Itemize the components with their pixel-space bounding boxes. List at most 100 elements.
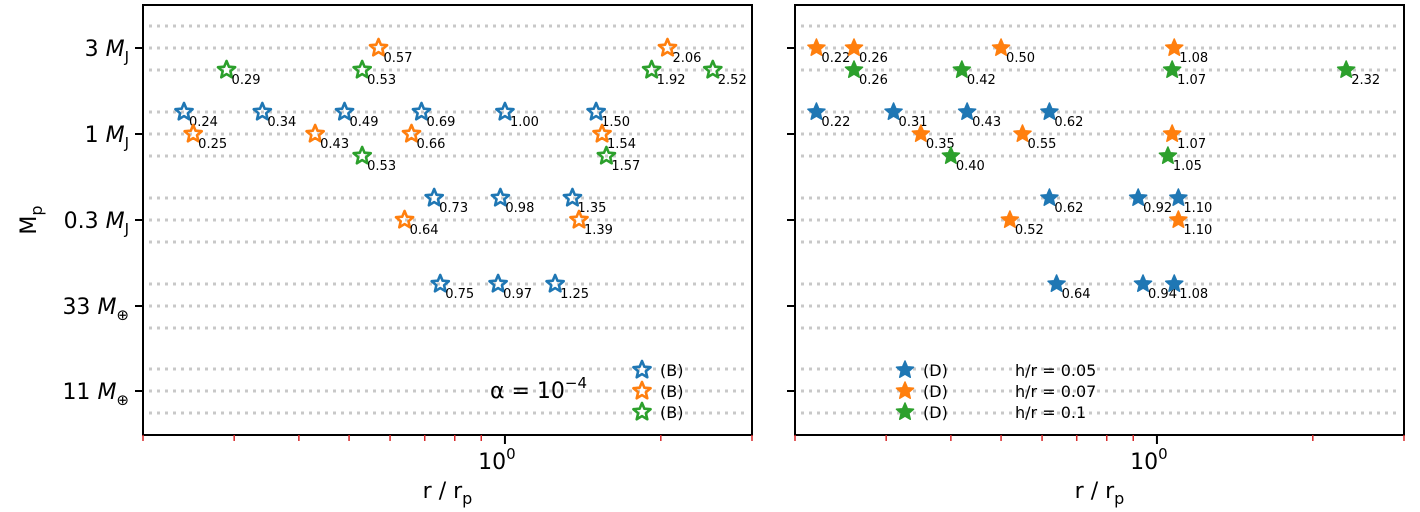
data-point-label: 0.97: [503, 287, 532, 302]
data-point-label: 0.75: [445, 287, 474, 302]
data-point-star: [596, 145, 617, 165]
x-tick-label: 100: [478, 445, 516, 475]
y-axis-label: Mp: [17, 205, 46, 234]
data-point-star: [183, 123, 204, 143]
data-point-star: [252, 101, 273, 121]
data-point-star: [562, 187, 583, 207]
data-point-label: 1.00: [510, 115, 539, 130]
data-point-star: [1000, 210, 1020, 229]
data-point-star: [592, 123, 612, 143]
data-point-star: [1162, 124, 1182, 143]
x-axis-label: r / rp: [1075, 479, 1125, 508]
data-point-star: [844, 38, 864, 57]
legend-series-name: h/r = 0.05: [1015, 361, 1096, 380]
x-axis-label: r / rp: [423, 479, 473, 508]
x-tick-label: 100: [1130, 445, 1168, 475]
data-point-label: 1.57: [611, 159, 640, 174]
data-point-star: [1164, 274, 1184, 293]
data-point-label: 0.62: [1054, 201, 1083, 216]
data-point-star: [430, 273, 451, 293]
data-point-star: [1128, 188, 1148, 207]
data-point-star: [569, 209, 589, 229]
data-point-label: 1.10: [1183, 223, 1212, 238]
alpha-annotation: α = 10−4: [490, 374, 587, 404]
y-tick-label: 11 M⊕: [62, 380, 129, 409]
data-point-star: [1169, 210, 1188, 229]
data-point-star: [586, 101, 606, 121]
legend-label: (D): [923, 403, 948, 422]
y-tick-label: 1 MJ: [85, 123, 129, 152]
data-point-star: [401, 123, 422, 143]
data-point-label: 0.43: [972, 115, 1001, 130]
data-point-label: 0.62: [1054, 115, 1083, 130]
data-point-star: [941, 146, 961, 165]
data-point-star: [807, 102, 826, 121]
data-point-label: 1.50: [601, 115, 630, 130]
data-point-label: 0.22: [821, 51, 850, 66]
data-point-star: [991, 38, 1011, 57]
legend-marker: [632, 380, 652, 400]
data-point-star: [1336, 60, 1356, 79]
data-point-star: [1040, 188, 1059, 207]
data-point-star: [1040, 102, 1059, 121]
data-point-star: [305, 123, 325, 143]
data-point-label: 1.05: [1173, 159, 1202, 174]
data-point-label: 0.69: [426, 115, 455, 130]
data-point-star: [495, 101, 515, 121]
legend-marker: [895, 402, 915, 421]
data-point-star: [702, 59, 723, 79]
legend-label: (D): [923, 361, 948, 380]
data-point-star: [844, 60, 864, 79]
data-point-label: 1.07: [1177, 73, 1206, 88]
data-point-star: [488, 273, 508, 293]
data-point-label: 2.06: [672, 51, 701, 66]
y-tick-label: 0.3 MJ: [64, 209, 129, 238]
y-tick-label: 3 MJ: [85, 37, 129, 66]
data-point-label: 0.92: [1143, 201, 1172, 216]
legend-marker: [895, 381, 915, 400]
data-point-star: [394, 209, 415, 229]
data-point-star: [368, 37, 389, 57]
data-point-label: 0.34: [267, 115, 296, 130]
data-point-star: [411, 101, 432, 121]
data-point-star: [641, 59, 662, 79]
data-point-label: 0.24: [189, 115, 218, 130]
data-point-label: 0.57: [384, 51, 413, 66]
legend-label: (B): [660, 361, 683, 380]
data-point-label: 0.55: [1027, 137, 1056, 152]
data-point-star: [1013, 124, 1032, 143]
data-point-label: 0.26: [859, 73, 888, 88]
data-point-star: [545, 273, 565, 293]
data-point-label: 0.26: [859, 51, 888, 66]
data-point-star: [657, 37, 678, 57]
data-point-label: 0.43: [320, 137, 349, 152]
data-point-label: 0.52: [1015, 223, 1044, 238]
data-point-label: 0.35: [926, 137, 955, 152]
legend: (D) h/r = 0.05 (D) h/r = 0.07 (D) h/r = 0.1: [895, 360, 1096, 422]
data-point-star: [424, 187, 445, 207]
data-point-label: 2.52: [718, 73, 747, 88]
data-point-star: [352, 59, 373, 79]
data-point-star: [1164, 38, 1184, 57]
data-point-label: 2.32: [1351, 73, 1380, 88]
data-point-label: 1.92: [657, 73, 686, 88]
data-point-star: [911, 124, 931, 143]
legend-series-name: h/r = 0.1: [1015, 403, 1086, 422]
data-point-label: 0.50: [1006, 51, 1035, 66]
legend-label: (B): [660, 382, 683, 401]
data-point-star: [352, 145, 373, 165]
data-point-label: 1.39: [584, 223, 613, 238]
data-point-label: 0.31: [899, 115, 928, 130]
data-point-label: 1.07: [1177, 137, 1206, 152]
data-point-star: [952, 60, 972, 79]
data-point-label: 0.98: [505, 201, 534, 216]
data-point-star: [1162, 60, 1182, 79]
data-point-label: 0.25: [198, 137, 227, 152]
data-point-label: 0.29: [232, 73, 261, 88]
data-point-label: 0.66: [416, 137, 445, 152]
legend-series-name: h/r = 0.07: [1015, 382, 1096, 401]
data-point-label: 0.49: [350, 115, 379, 130]
data-point-star: [216, 59, 237, 79]
